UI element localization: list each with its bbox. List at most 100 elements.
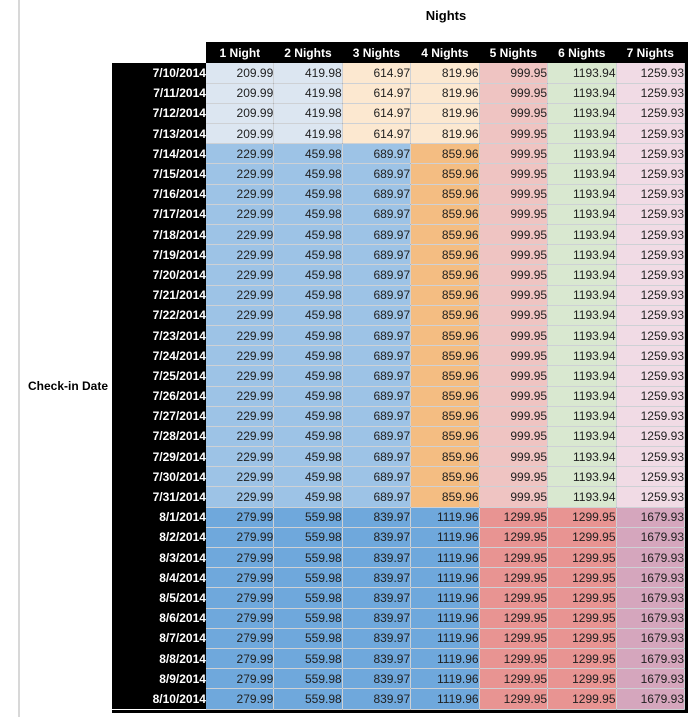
date-cell[interactable]: 7/30/2014 xyxy=(112,466,206,487)
column-header[interactable]: 3 Nights xyxy=(342,42,411,63)
price-cell[interactable]: 459.98 xyxy=(273,406,343,427)
price-cell[interactable]: 1259.93 xyxy=(616,446,686,468)
price-cell[interactable]: 1679.93 xyxy=(616,547,686,569)
price-cell[interactable]: 459.98 xyxy=(273,224,343,246)
price-cell[interactable]: 999.95 xyxy=(479,63,549,84)
price-cell[interactable]: 1193.94 xyxy=(547,83,617,104)
price-cell[interactable]: 689.97 xyxy=(342,345,412,367)
price-cell[interactable]: 459.98 xyxy=(273,466,343,488)
date-cell[interactable]: 7/16/2014 xyxy=(112,184,206,205)
price-cell[interactable]: 559.98 xyxy=(273,628,343,649)
date-cell[interactable]: 8/3/2014 xyxy=(112,547,206,568)
price-cell[interactable]: 999.95 xyxy=(479,184,549,205)
date-cell[interactable]: 8/8/2014 xyxy=(112,648,206,669)
price-cell[interactable]: 839.97 xyxy=(342,507,412,528)
price-cell[interactable]: 1193.94 xyxy=(547,305,617,326)
date-cell[interactable]: 8/10/2014 xyxy=(112,688,206,709)
price-cell[interactable]: 209.99 xyxy=(205,83,275,104)
price-cell[interactable]: 229.99 xyxy=(205,486,275,508)
price-cell[interactable]: 229.99 xyxy=(205,406,275,427)
price-cell[interactable]: 459.98 xyxy=(273,426,343,448)
price-cell[interactable]: 999.95 xyxy=(479,123,549,145)
price-cell[interactable]: 614.97 xyxy=(342,83,412,104)
price-cell[interactable]: 999.95 xyxy=(479,426,549,448)
price-cell[interactable]: 1299.95 xyxy=(547,507,617,528)
price-cell[interactable]: 419.98 xyxy=(273,103,343,125)
price-cell[interactable]: 1259.93 xyxy=(616,63,686,84)
price-cell[interactable]: 859.96 xyxy=(410,365,480,387)
price-cell[interactable]: 689.97 xyxy=(342,264,412,286)
price-cell[interactable]: 839.97 xyxy=(342,608,412,629)
date-cell[interactable]: 8/7/2014 xyxy=(112,628,206,649)
price-cell[interactable]: 229.99 xyxy=(205,244,275,266)
price-cell[interactable]: 689.97 xyxy=(342,325,412,347)
price-cell[interactable]: 1679.93 xyxy=(616,688,686,710)
price-cell[interactable]: 1259.93 xyxy=(616,406,686,427)
price-cell[interactable]: 459.98 xyxy=(273,143,343,165)
price-cell[interactable]: 1679.93 xyxy=(616,587,686,609)
price-cell[interactable]: 689.97 xyxy=(342,406,412,427)
price-cell[interactable]: 689.97 xyxy=(342,224,412,246)
price-cell[interactable]: 1259.93 xyxy=(616,103,686,125)
date-cell[interactable]: 8/4/2014 xyxy=(112,567,206,588)
price-cell[interactable]: 839.97 xyxy=(342,527,412,549)
price-cell[interactable]: 999.95 xyxy=(479,406,549,427)
price-cell[interactable]: 1193.94 xyxy=(547,163,617,185)
price-cell[interactable]: 209.99 xyxy=(205,103,275,125)
price-cell[interactable]: 559.98 xyxy=(273,608,343,629)
date-cell[interactable]: 7/14/2014 xyxy=(112,143,206,164)
price-cell[interactable]: 859.96 xyxy=(410,406,480,427)
price-cell[interactable]: 1119.96 xyxy=(410,688,480,710)
price-cell[interactable]: 459.98 xyxy=(273,244,343,266)
price-cell[interactable]: 1679.93 xyxy=(616,507,686,528)
price-cell[interactable]: 459.98 xyxy=(273,204,343,226)
price-cell[interactable]: 1259.93 xyxy=(616,143,686,165)
price-cell[interactable]: 279.99 xyxy=(205,547,275,569)
price-cell[interactable]: 999.95 xyxy=(479,305,549,326)
date-cell[interactable]: 7/26/2014 xyxy=(112,386,206,407)
price-cell[interactable]: 1193.94 xyxy=(547,406,617,427)
price-cell[interactable]: 1299.95 xyxy=(479,668,549,690)
price-cell[interactable]: 459.98 xyxy=(273,365,343,387)
price-cell[interactable]: 1259.93 xyxy=(616,305,686,326)
price-cell[interactable]: 839.97 xyxy=(342,547,412,569)
price-cell[interactable]: 1299.95 xyxy=(547,628,617,649)
price-cell[interactable]: 1119.96 xyxy=(410,547,480,569)
price-cell[interactable]: 1299.95 xyxy=(479,587,549,609)
date-cell[interactable]: 7/25/2014 xyxy=(112,365,206,386)
price-cell[interactable]: 689.97 xyxy=(342,466,412,488)
price-cell[interactable]: 689.97 xyxy=(342,163,412,185)
price-cell[interactable]: 1679.93 xyxy=(616,567,686,589)
column-header[interactable]: 4 Nights xyxy=(410,42,480,63)
price-cell[interactable]: 1119.96 xyxy=(410,628,480,649)
price-cell[interactable]: 229.99 xyxy=(205,325,275,347)
price-cell[interactable]: 1193.94 xyxy=(547,386,617,407)
price-cell[interactable]: 1119.96 xyxy=(410,668,480,690)
price-cell[interactable]: 1259.93 xyxy=(616,365,686,387)
price-cell[interactable]: 1193.94 xyxy=(547,63,617,84)
price-cell[interactable]: 859.96 xyxy=(410,285,480,306)
price-cell[interactable]: 279.99 xyxy=(205,527,275,549)
price-cell[interactable]: 1299.95 xyxy=(479,628,549,649)
price-cell[interactable]: 689.97 xyxy=(342,204,412,226)
price-cell[interactable]: 1679.93 xyxy=(616,628,686,649)
price-cell[interactable]: 1119.96 xyxy=(410,587,480,609)
column-header[interactable]: 1 Night xyxy=(205,42,274,63)
price-cell[interactable]: 999.95 xyxy=(479,285,549,306)
price-cell[interactable]: 559.98 xyxy=(273,527,343,549)
price-cell[interactable]: 1259.93 xyxy=(616,325,686,347)
price-cell[interactable]: 859.96 xyxy=(410,224,480,246)
price-cell[interactable]: 819.96 xyxy=(410,63,480,84)
date-cell[interactable]: 7/27/2014 xyxy=(112,406,206,427)
price-cell[interactable]: 859.96 xyxy=(410,446,480,468)
price-cell[interactable]: 614.97 xyxy=(342,63,412,84)
price-cell[interactable]: 859.96 xyxy=(410,426,480,448)
price-cell[interactable]: 279.99 xyxy=(205,668,275,690)
price-cell[interactable]: 1259.93 xyxy=(616,123,686,145)
price-cell[interactable]: 1299.95 xyxy=(479,547,549,569)
price-cell[interactable]: 839.97 xyxy=(342,648,412,670)
price-cell[interactable]: 1299.95 xyxy=(547,608,617,629)
price-cell[interactable]: 229.99 xyxy=(205,386,275,407)
price-cell[interactable]: 999.95 xyxy=(479,204,549,226)
price-cell[interactable]: 1259.93 xyxy=(616,244,686,266)
